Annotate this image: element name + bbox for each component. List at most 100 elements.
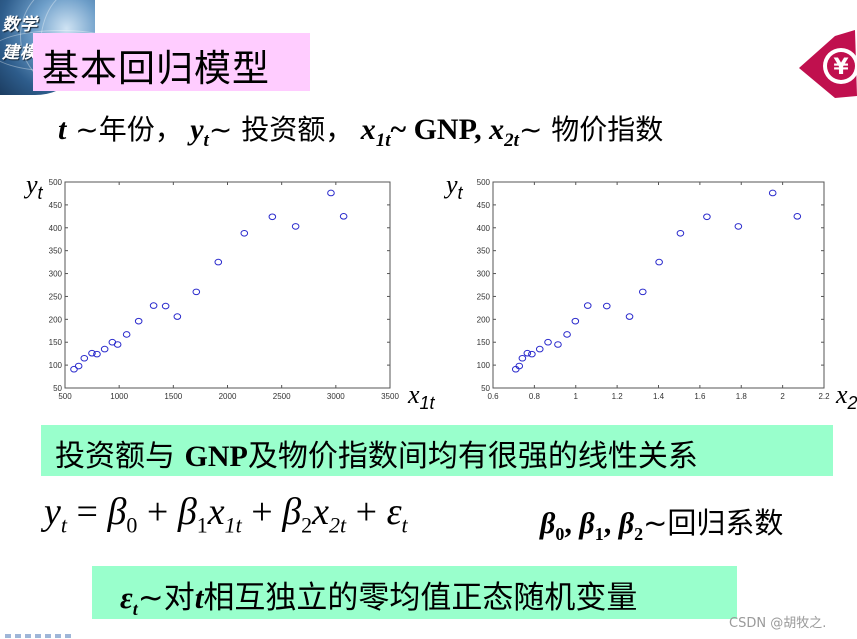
x1-symbol: x [360, 113, 376, 146]
title-banner [33, 33, 310, 91]
data-point [638, 288, 647, 296]
y-tick-label: 300 [477, 270, 491, 279]
data-point [563, 331, 571, 338]
x-tick-label: 1 [574, 392, 579, 401]
y-tick-label: 350 [477, 247, 491, 256]
error-pre: ~对 [137, 580, 195, 616]
y-tick-label: 100 [49, 361, 63, 370]
data-point [703, 213, 711, 221]
x-tick-label: 1.4 [653, 392, 665, 401]
formula-plus: + [241, 491, 283, 533]
regression-formula: yt = β0 + β1x1t + β2x2t + εt [44, 490, 408, 539]
x-tick-label: 3500 [381, 392, 399, 401]
y-desc: ~ 投资额， [208, 113, 354, 146]
x-tick-label: 1.8 [736, 392, 748, 401]
formula-y-sub: t [60, 512, 67, 538]
x1-subscript: 1t [375, 130, 391, 151]
plot-area [492, 181, 825, 389]
scatter-chart-gnp: 500 1000 1500 2000 2500 3000 3500 50 100 150 200 25… [49, 178, 400, 401]
y-tick-label: 450 [477, 201, 491, 210]
formula-plus: + [346, 491, 387, 533]
plot-area [64, 181, 391, 389]
x-tick-label: 0.8 [529, 392, 541, 401]
x-tick-label: 500 [58, 392, 72, 401]
y-tick-label: 250 [477, 292, 491, 301]
data-point [88, 349, 96, 357]
error-epsilon: ε [120, 580, 133, 615]
coef-sep: , [603, 507, 619, 540]
coef-beta1-sub: 1 [594, 524, 604, 544]
formula-beta0: β [107, 491, 127, 533]
data-point [571, 317, 580, 325]
formula-x2-sub: 2t [329, 512, 347, 538]
data-point [518, 354, 527, 362]
y-tick-label: 500 [477, 178, 491, 187]
y-tick-label: 100 [477, 361, 491, 370]
data-point [734, 223, 743, 230]
x-tick-label: 3000 [327, 392, 345, 401]
x-tick-label: 0.6 [487, 392, 499, 401]
coef-beta2: β [618, 507, 635, 540]
y-tick-label: 50 [481, 384, 490, 393]
y-symbol: y [190, 113, 204, 146]
data-point [291, 223, 300, 230]
t-desc: ~年份， [66, 113, 183, 146]
data-point [768, 189, 777, 197]
formula-beta1: β [177, 491, 197, 533]
y-tick-label: 500 [49, 178, 63, 187]
data-point [602, 302, 611, 310]
formula-beta0-sub: 0 [126, 512, 138, 538]
y-tick-label: 400 [477, 224, 491, 233]
data-point [134, 317, 143, 325]
csdn-watermark: CSDN @胡牧之. [729, 616, 827, 631]
x-tick-label: 2 [780, 392, 785, 401]
conclusion-post: 及物价指数间均有很强的线性关系 [247, 439, 698, 474]
formula-beta1-sub: 1 [196, 512, 208, 538]
data-point [70, 365, 78, 373]
chart1-ylabel: ytyt [26, 170, 43, 204]
data-point [583, 302, 592, 309]
x2-subscript: 2t [504, 130, 519, 151]
data-point [113, 341, 122, 348]
badge-text-line2: 建模 [2, 43, 38, 63]
footer-decoration [5, 634, 75, 638]
data-point [528, 350, 536, 358]
data-point [339, 213, 348, 220]
y-tick-label: 150 [49, 338, 63, 347]
data-point [192, 288, 201, 296]
formula-beta2-sub: 2 [301, 512, 313, 538]
y-tick-label: 300 [49, 270, 63, 279]
x1-desc: ~ GNP, [390, 113, 490, 146]
conclusion-gnp: GNP [184, 440, 248, 473]
data-point [655, 258, 663, 266]
error-epsilon-sub: t [132, 599, 138, 620]
scatter-chart-price-index: 0.6 0.8 1 1.2 1.4 1.6 1.8 2 2.2 50 100 150 200 250 300… [477, 178, 830, 401]
conclusion-pre: 投资额与 [55, 439, 185, 474]
data-point [793, 213, 802, 220]
coefficients-note: β0, β1, β2~回归系数 [540, 500, 783, 545]
data-point [122, 331, 131, 338]
data-point [676, 229, 685, 237]
formula-epsilon-sub: t [401, 512, 408, 538]
coef-beta0-sub: 0 [555, 524, 565, 544]
x-tick-label: 2.2 [818, 392, 830, 401]
x-tick-label: 1000 [110, 392, 128, 401]
formula-y: y [44, 491, 61, 533]
svg-text:¥: ¥ [833, 55, 849, 80]
y-tick-label: 200 [477, 315, 491, 324]
t-symbol: t [58, 113, 67, 146]
data-point [554, 341, 562, 348]
chart2-ylabel: yt [446, 170, 463, 204]
coef-beta2-sub: 2 [634, 524, 644, 544]
data-point [625, 313, 634, 320]
x-tick-label: 2500 [273, 392, 291, 401]
error-term-text: εt~对t相互独立的零均值正态随机变量 [120, 572, 637, 620]
data-point [100, 345, 109, 353]
coef-beta0: β [540, 507, 556, 540]
formula-x1-sub: 1t [224, 512, 242, 538]
data-point [74, 362, 83, 370]
data-point [523, 349, 532, 357]
y-tick-label: 250 [49, 292, 63, 301]
data-point [93, 350, 101, 358]
x-tick-label: 1.2 [612, 392, 624, 401]
